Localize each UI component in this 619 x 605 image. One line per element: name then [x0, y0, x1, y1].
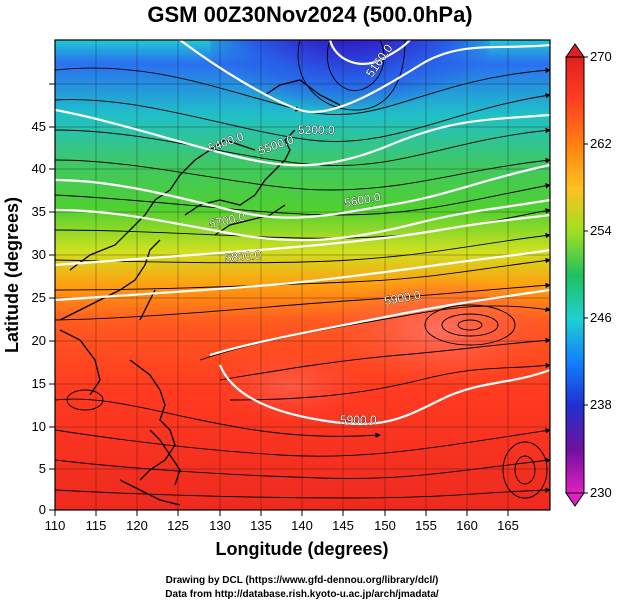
grid [55, 40, 550, 510]
colorbar: 270 262 254 246 238 230 [565, 43, 612, 507]
x-tick-labels: 110 115 120 125 130 135 140 145 150 155 … [45, 518, 519, 533]
y-tick-label: 30 [32, 247, 46, 262]
contour-label: 5900.0 [340, 413, 377, 427]
contour-label: 5800.0 [224, 248, 262, 265]
plot-area: 5160.0 5200.0 5400.0 5500.0 5600.0 5700.… [55, 40, 550, 510]
y-tick-label: 35 [32, 204, 46, 219]
x-tick-label: 165 [497, 518, 519, 533]
contour-label: 5600.0 [343, 190, 382, 210]
x-tick-label: 110 [45, 518, 66, 533]
credit-drawing: Drawing by DCL (https://www.gfd-dennou.o… [166, 575, 439, 586]
colorbar-bottom-cap [565, 492, 585, 507]
contour-lines [55, 40, 550, 426]
warm-anomaly [330, 275, 550, 385]
x-tick-label: 120 [126, 518, 148, 533]
x-tick-label: 140 [291, 518, 313, 533]
colorbar-label: 238 [590, 397, 612, 412]
colorbar-label: 254 [590, 223, 612, 238]
coastlines [59, 79, 341, 506]
x-tick-label: 130 [209, 518, 231, 533]
colorbar-top-cap [565, 43, 585, 58]
y-tick-label: 5 [39, 461, 46, 476]
x-axis-label: Longitude (degrees) [215, 539, 388, 559]
warm-anomaly-west [210, 350, 370, 420]
colorbar-label: 270 [590, 49, 612, 64]
y-tick-label: 10 [32, 419, 46, 434]
y-tick-labels: 0 5 10 15 20 25 30 35 40 45 [32, 119, 46, 517]
y-axis-label: Latitude (degrees) [2, 197, 22, 353]
x-tick-label: 135 [250, 518, 272, 533]
y-tick-label: 40 [32, 161, 46, 176]
x-tick-label: 150 [374, 518, 396, 533]
x-tick-label: 155 [415, 518, 437, 533]
y-tick-label: 15 [32, 376, 46, 391]
colorbar-label: 262 [590, 136, 612, 151]
x-tick-label: 160 [456, 518, 478, 533]
y-tick-label: 45 [32, 119, 46, 134]
colorbar-label: 246 [590, 310, 612, 325]
y-tick-label: 25 [32, 290, 46, 305]
x-ticks [54, 510, 509, 516]
map-title: GSM 00Z30Nov2024 (500.0hPa) [147, 2, 472, 27]
x-tick-label: 145 [332, 518, 354, 533]
contour-label: 5900.0 [383, 288, 422, 308]
colorbar-body [565, 56, 585, 494]
x-tick-label: 125 [167, 518, 189, 533]
colorbar-label: 230 [590, 485, 612, 500]
y-tick-label: 20 [32, 333, 46, 348]
y-ticks [49, 83, 55, 511]
y-tick-label: 0 [39, 502, 46, 517]
credit-data: Data from http://database.rish.kyoto-u.a… [165, 589, 439, 600]
x-tick-label: 115 [86, 518, 107, 533]
contour-label: 5200.0 [298, 123, 335, 137]
